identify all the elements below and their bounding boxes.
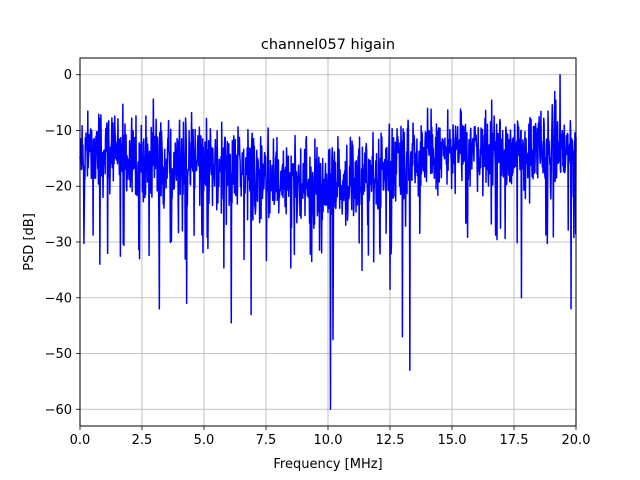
x-tick-label: 10.0 xyxy=(314,433,343,448)
y-axis-label: PSD [dB] xyxy=(22,213,37,271)
x-tick-label: 0.0 xyxy=(70,433,91,448)
y-tick-label: −30 xyxy=(45,236,72,251)
x-tick-label: 20.0 xyxy=(562,433,591,448)
y-tick-label: −60 xyxy=(45,403,72,418)
psd-trace xyxy=(79,73,577,411)
x-tick-label: 17.5 xyxy=(500,433,529,448)
x-axis-label: Frequency [MHz] xyxy=(273,457,382,472)
y-tick-label: −40 xyxy=(45,291,72,306)
x-tick-label: 2.5 xyxy=(132,433,153,448)
y-tick-label: −10 xyxy=(45,124,72,139)
psd-series-line xyxy=(79,73,577,411)
x-tick-label: 15.0 xyxy=(438,433,467,448)
y-tick-label: −50 xyxy=(45,347,72,362)
x-tick-label: 12.5 xyxy=(376,433,405,448)
x-tick-label: 7.5 xyxy=(256,433,277,448)
x-tick-label: 5.0 xyxy=(194,433,215,448)
y-tick-label: 0 xyxy=(64,68,72,83)
axis-ticks: 0.0 2.5 5.0 7.5 10.0 12.5 15.0 17.5 20.0 0 −10 −20 −… xyxy=(45,68,591,448)
chart-title: channel057 higain xyxy=(261,37,395,53)
y-tick-label: −20 xyxy=(45,180,72,195)
